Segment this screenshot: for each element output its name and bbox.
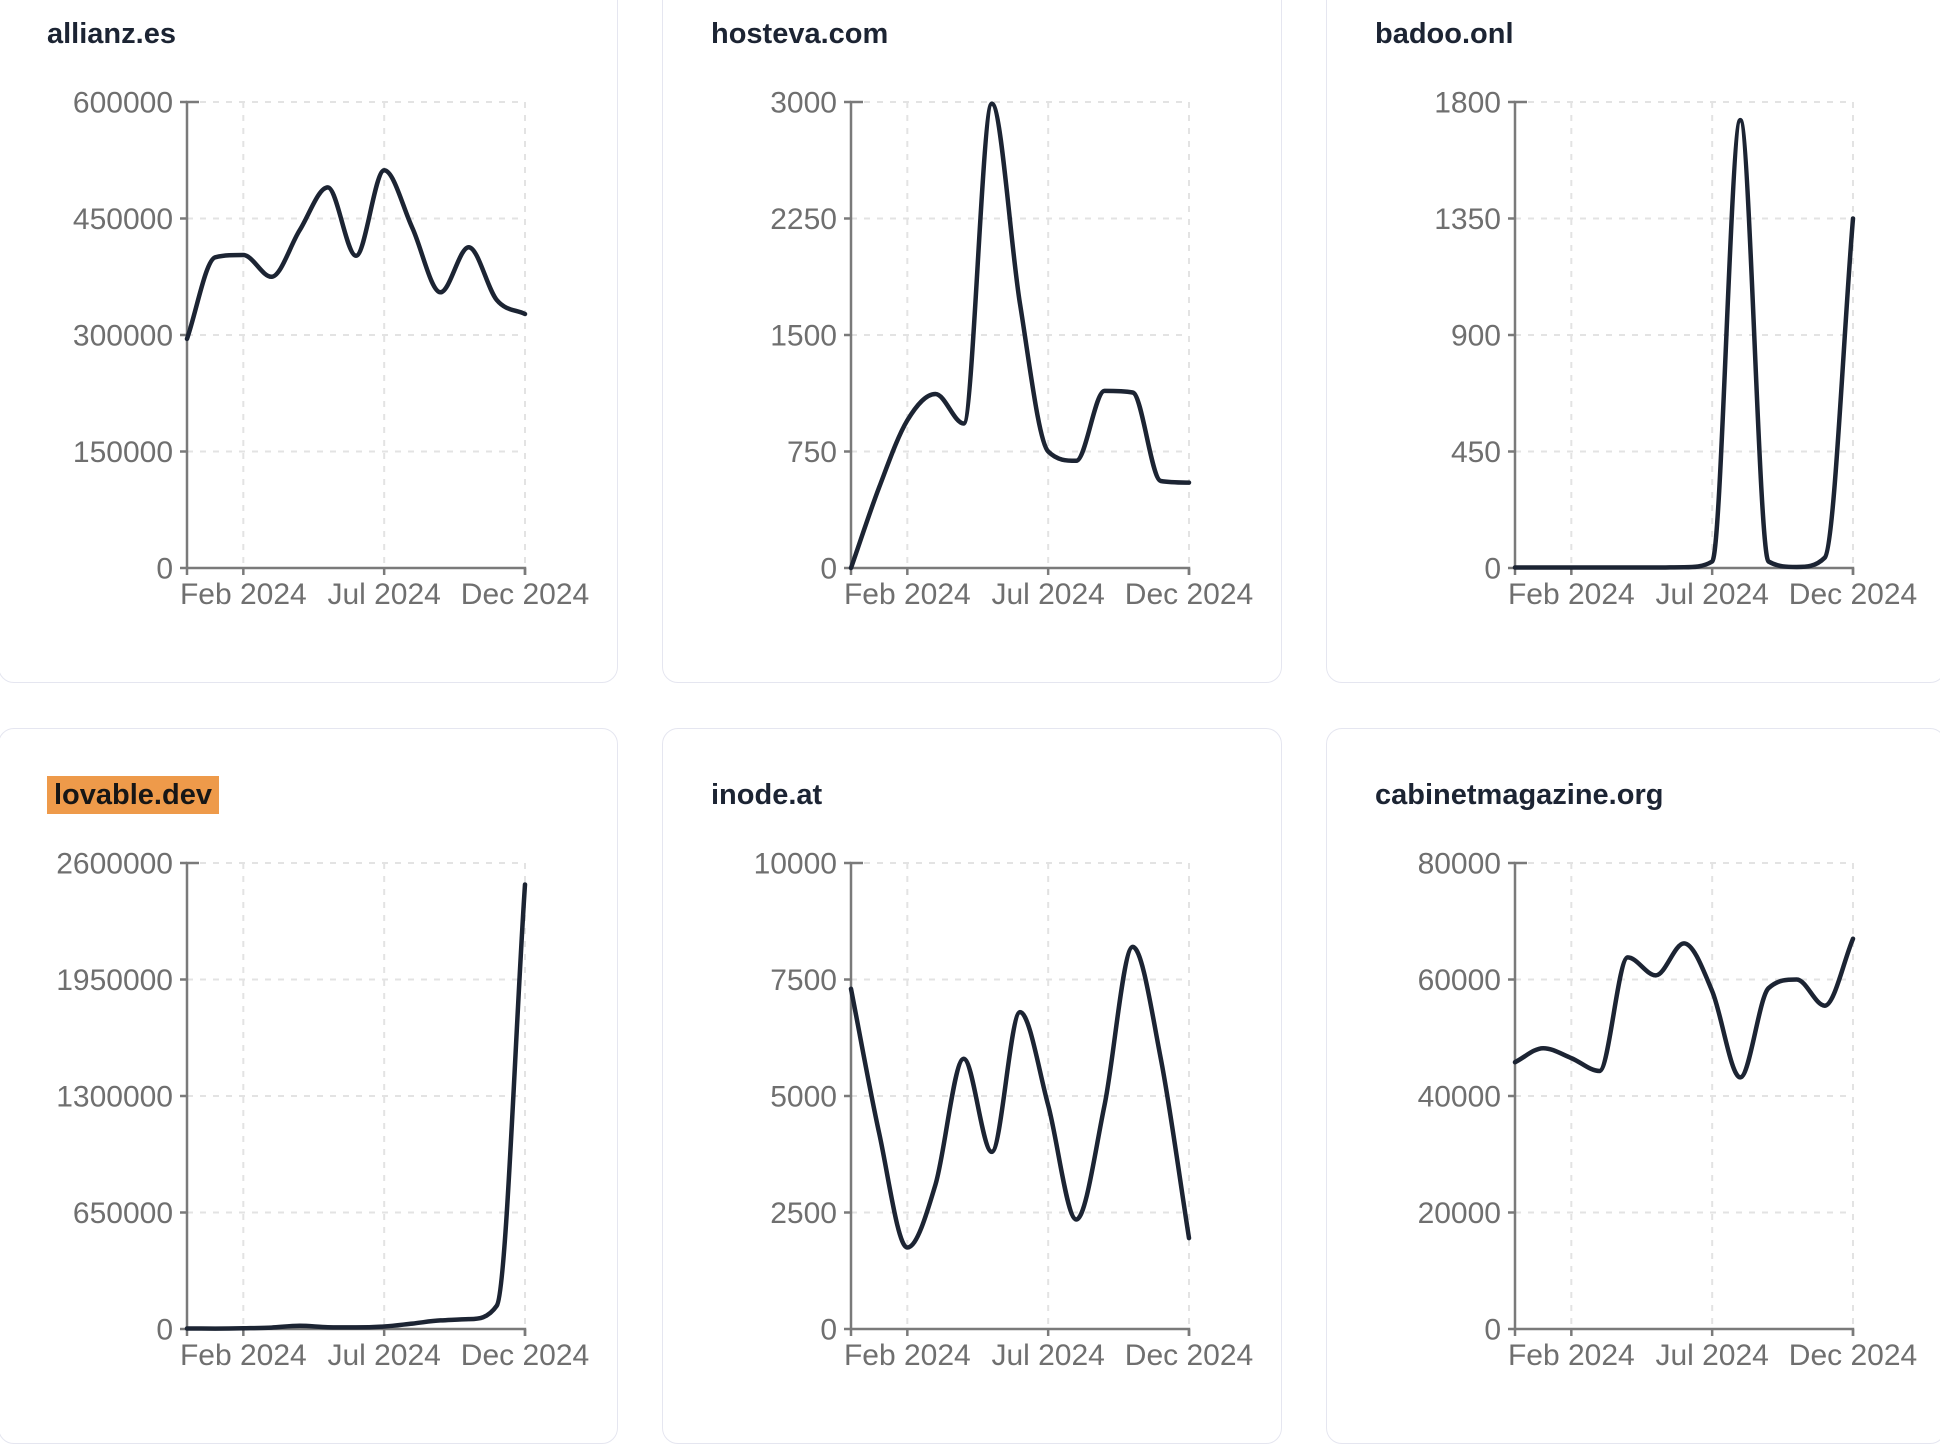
chart-title: hosteva.com — [711, 14, 888, 54]
x-axis — [849, 1327, 1191, 1336]
y-tick-label: 0 — [156, 553, 173, 586]
y-tick-label: 80000 — [1418, 848, 1501, 881]
chart-card-hosteva: hosteva.com 0 750 1500 2250 3000 Feb 2024 Jul … — [662, 0, 1282, 683]
domain-label: hosteva.com — [711, 18, 889, 50]
y-tick-label: 150000 — [73, 436, 173, 469]
domain-label: lovable.dev — [47, 776, 219, 814]
x-axis — [185, 566, 527, 575]
x-axis — [849, 566, 1191, 575]
y-tick-label: 60000 — [1418, 964, 1501, 997]
x-tick-label: Feb 2024 — [1508, 578, 1635, 611]
line-chart: 0 750 1500 2250 3000 Feb 2024 Jul 2024 Dec 2024 — [770, 87, 1253, 612]
y-tick-label: 0 — [1484, 553, 1501, 586]
y-tick-label: 900 — [1451, 320, 1501, 353]
chart-title: cabinetmagazine.org — [1375, 775, 1663, 815]
line-chart: 0 20000 40000 60000 80000 Feb 2024 Jul 2024 Dec… — [1418, 848, 1918, 1373]
y-tick-label: 20000 — [1418, 1197, 1501, 1230]
series-line — [1512, 117, 1856, 570]
chart-card-allianz: allianz.es 0 150000 300000 450000 600000 Feb … — [0, 0, 618, 683]
series-line — [1512, 936, 1856, 1080]
chart-card-cabinetmagazine: cabinetmagazine.org 0 20000 40000 60000 8000… — [1326, 728, 1940, 1444]
chart-title: badoo.onl — [1375, 14, 1514, 54]
chart-card-badoo: badoo.onl 0 450 900 1350 1800 Feb 2024 Jul 202… — [1326, 0, 1940, 683]
domain-label: allianz.es — [47, 18, 176, 50]
x-tick-label: Dec 2024 — [1789, 1339, 1917, 1372]
line-chart: 0 450 900 1350 1800 Feb 2024 Jul 2024 Dec 2024 — [1434, 87, 1917, 612]
y-tick-label: 1500 — [770, 320, 837, 353]
x-tick-label: Feb 2024 — [180, 1339, 307, 1372]
line-chart: 0 650000 1300000 1950000 2600000 Feb 2024 Jul … — [56, 848, 589, 1373]
y-tick-label: 1300000 — [56, 1081, 173, 1114]
y-tick-label: 300000 — [73, 320, 173, 353]
x-tick-label: Dec 2024 — [1789, 578, 1917, 611]
series-line — [848, 101, 1192, 571]
x-tick-label: Jul 2024 — [327, 578, 440, 611]
series-line — [184, 168, 528, 342]
series-line — [184, 882, 528, 1331]
x-tick-label: Dec 2024 — [461, 1339, 589, 1372]
y-tick-label: 7500 — [770, 964, 837, 997]
x-tick-label: Dec 2024 — [1125, 578, 1253, 611]
chart-title: inode.at — [711, 775, 822, 815]
x-tick-label: Jul 2024 — [991, 1339, 1104, 1372]
domain-label: inode.at — [711, 779, 823, 811]
y-tick-label: 2500 — [770, 1197, 837, 1230]
chart-title: allianz.es — [47, 14, 176, 54]
chart-card-inode: inode.at 0 2500 5000 7500 10000 Feb 2024 Jul 2… — [662, 728, 1282, 1444]
y-tick-label: 450000 — [73, 203, 173, 236]
domain-label: cabinetmagazine.org — [1375, 779, 1664, 811]
y-tick-label: 2250 — [770, 203, 837, 236]
x-tick-label: Feb 2024 — [844, 578, 971, 611]
y-tick-label: 0 — [820, 1314, 837, 1347]
y-tick-label: 1800 — [1434, 87, 1501, 120]
y-tick-label: 600000 — [73, 87, 173, 120]
y-tick-label: 1950000 — [56, 964, 173, 997]
chart-title: lovable.dev — [47, 775, 219, 815]
line-chart: 0 150000 300000 450000 600000 Feb 2024 Jul 202… — [73, 87, 589, 612]
y-tick-label: 0 — [1484, 1314, 1501, 1347]
x-tick-label: Dec 2024 — [1125, 1339, 1253, 1372]
y-tick-label: 0 — [156, 1314, 173, 1347]
y-tick-label: 40000 — [1418, 1081, 1501, 1114]
y-tick-label: 750 — [787, 436, 837, 469]
domain-label: badoo.onl — [1375, 18, 1514, 50]
x-tick-label: Jul 2024 — [327, 1339, 440, 1372]
x-axis — [1513, 1327, 1855, 1336]
x-tick-label: Jul 2024 — [991, 578, 1104, 611]
chart-card-lovable: lovable.dev 0 650000 1300000 1950000 2600000… — [0, 728, 618, 1444]
x-tick-label: Feb 2024 — [180, 578, 307, 611]
y-tick-label: 650000 — [73, 1197, 173, 1230]
line-chart: 0 2500 5000 7500 10000 Feb 2024 Jul 2024 Dec 20… — [754, 848, 1254, 1373]
y-tick-label: 1350 — [1434, 203, 1501, 236]
series-line — [848, 944, 1192, 1250]
y-tick-label: 5000 — [770, 1081, 837, 1114]
x-tick-label: Jul 2024 — [1655, 1339, 1768, 1372]
y-tick-label: 450 — [1451, 436, 1501, 469]
y-tick-label: 0 — [820, 553, 837, 586]
x-tick-label: Feb 2024 — [844, 1339, 971, 1372]
y-tick-label: 2600000 — [56, 848, 173, 881]
x-tick-label: Feb 2024 — [1508, 1339, 1635, 1372]
y-tick-label: 3000 — [770, 87, 837, 120]
x-tick-label: Jul 2024 — [1655, 578, 1768, 611]
y-tick-label: 10000 — [754, 848, 837, 881]
x-tick-label: Dec 2024 — [461, 578, 589, 611]
